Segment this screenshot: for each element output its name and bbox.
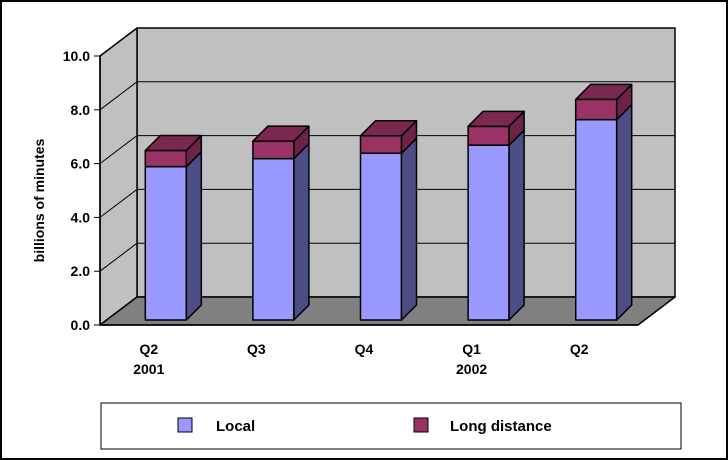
bar-long-top: [574, 83, 633, 101]
bar-local-side: [508, 129, 525, 321]
bar-long-front: [359, 134, 403, 154]
bar-local-front: [359, 152, 403, 321]
bar-local-front: [574, 118, 618, 321]
legend-swatch-local: [177, 417, 193, 433]
bar-local-front: [467, 144, 510, 321]
bar-long-front: [574, 98, 618, 121]
y-tick-label: 2.0: [71, 263, 91, 279]
y-tick-label: 10.0: [63, 48, 90, 64]
x-tick-label: Q2: [139, 341, 158, 357]
y-tick-label: 0.0: [71, 317, 91, 333]
gridline-side: [99, 27, 138, 57]
x-tick-label: Q3: [247, 341, 266, 357]
x-tick-label: Q1: [462, 341, 481, 357]
bar-local-front: [144, 165, 188, 321]
gridline-side: [99, 81, 138, 111]
gridline-side: [99, 135, 138, 164]
bar-local-side: [185, 150, 203, 321]
y-axis-title: billions of minutes: [31, 138, 47, 262]
bar-local-side: [400, 137, 418, 321]
x-tick-label: Q4: [355, 341, 374, 357]
legend-label-local: Local: [216, 418, 255, 435]
x-tick-label: 2001: [133, 361, 164, 377]
y-tick-label: 6.0: [71, 156, 91, 172]
bar-local-side: [293, 142, 310, 321]
legend-label-long-distance: Long distance: [450, 418, 552, 435]
bar-local-front: [252, 157, 295, 321]
bar-long-front: [467, 125, 510, 146]
gridline-side: [99, 189, 138, 218]
bar-local-side: [615, 103, 633, 321]
legend-box: [100, 402, 682, 450]
bar-long-top: [359, 119, 418, 137]
legend-swatch-long-distance: [413, 417, 429, 433]
bar-long-top: [144, 134, 203, 152]
bar-long-top: [467, 110, 525, 128]
gridline-side: [99, 242, 138, 272]
x-tick-label: 2002: [456, 361, 487, 377]
bar-long-front: [252, 140, 295, 160]
bar-long-top: [252, 125, 310, 142]
bar-long-front: [144, 149, 188, 168]
side-wall: [99, 27, 138, 326]
y-tick-label: 4.0: [71, 209, 91, 225]
x-tick-label: Q2: [570, 341, 589, 357]
y-tick-label: 8.0: [71, 102, 91, 118]
